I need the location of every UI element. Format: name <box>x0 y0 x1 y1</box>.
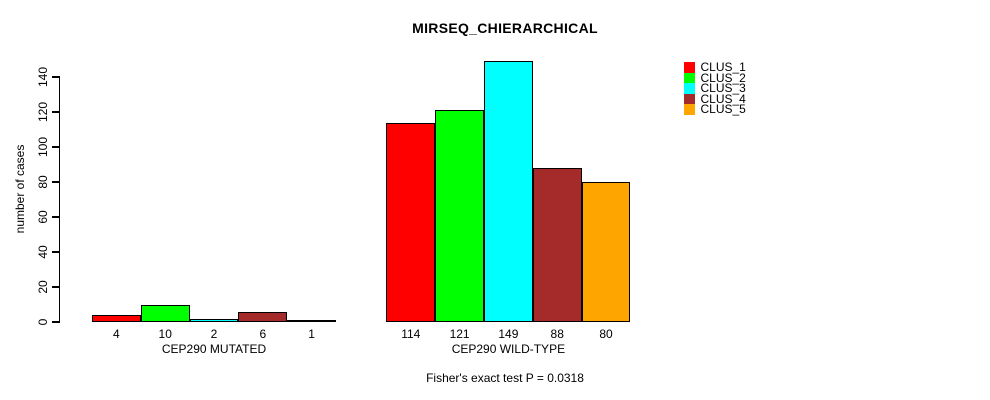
bar-value-label: 88 <box>550 327 564 341</box>
bar <box>238 311 288 322</box>
y-axis-tick-label: 60 <box>36 210 50 224</box>
bar-value-label: 149 <box>498 327 519 341</box>
bar <box>189 318 239 322</box>
legend-row: CLUS_3 <box>684 81 746 95</box>
bar <box>92 315 141 322</box>
y-axis-tick-label: 80 <box>36 175 50 189</box>
y-axis-tick-label: 40 <box>36 245 50 259</box>
bar <box>386 122 436 322</box>
bar <box>140 304 190 322</box>
legend-swatch-icon <box>684 62 695 73</box>
y-axis-tick-label: 0 <box>36 318 50 326</box>
bar <box>532 168 582 322</box>
legend-label: CLUS_2 <box>700 70 746 85</box>
legend-label: CLUS_5 <box>700 102 746 116</box>
legend-swatch-icon <box>684 83 695 94</box>
x-axis-group-label: CEP290 MUTATED <box>161 342 267 356</box>
bar-value-label: 121 <box>449 327 470 341</box>
y-axis-tick <box>51 251 60 253</box>
bar <box>484 61 533 322</box>
legend-row: CLUS_1 <box>684 60 746 74</box>
y-axis-line <box>58 75 60 323</box>
legend-swatch-icon <box>684 72 695 83</box>
bar <box>581 182 631 322</box>
legend-label: CLUS_1 <box>700 60 746 74</box>
y-axis-tick-label: 140 <box>36 66 50 88</box>
legend: CLUS_1 CLUS_2 CLUS_3 CLUS_4 CLUS_5 <box>684 60 746 116</box>
bar-value-label: 80 <box>599 327 613 341</box>
y-axis-tick-label: 100 <box>36 136 50 158</box>
y-axis-tick-label: 120 <box>36 101 50 123</box>
bar-value-label: 6 <box>259 327 267 341</box>
x-axis-group-label: CEP290 WILD-TYPE <box>451 342 566 356</box>
y-axis-tick <box>51 216 60 218</box>
bar <box>435 110 484 322</box>
bar-value-label: 4 <box>113 327 120 341</box>
bar-value-label: 114 <box>401 327 421 341</box>
y-axis-tick <box>51 146 60 148</box>
y-axis-tick <box>51 181 60 183</box>
y-axis-tick <box>51 76 60 78</box>
y-axis-tick <box>51 321 60 323</box>
y-axis-tick-label: 20 <box>36 280 50 294</box>
legend-label: CLUS_3 <box>700 81 746 95</box>
legend-row: CLUS_4 <box>684 91 746 106</box>
bar-value-label: 1 <box>308 327 315 341</box>
legend-swatch-icon <box>684 104 695 115</box>
y-axis-title: number of cases <box>13 144 27 234</box>
legend-swatch-icon <box>684 93 695 104</box>
legend-row: CLUS_5 <box>684 102 746 116</box>
legend-row: CLUS_2 <box>684 70 746 85</box>
bar-value-label: 2 <box>210 327 218 341</box>
y-axis-tick <box>51 111 60 113</box>
chart-title: MIRSEQ_CHIERARCHICAL <box>412 20 598 36</box>
legend-label: CLUS_4 <box>700 91 746 106</box>
bar-value-label: 10 <box>158 327 172 341</box>
y-axis-tick <box>51 286 60 288</box>
annotation-text: Fisher's exact test P = 0.0318 <box>426 371 584 385</box>
bar <box>287 320 336 323</box>
